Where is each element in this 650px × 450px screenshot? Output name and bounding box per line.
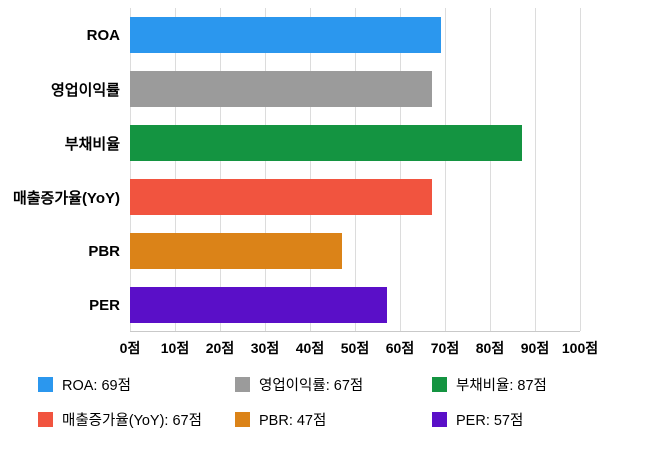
bar-track <box>130 125 580 161</box>
bar-track <box>130 287 580 323</box>
bar-row: PBR <box>0 224 650 278</box>
legend-label: 부채비율: 87점 <box>456 378 547 394</box>
x-tick-label: 80점 <box>475 340 505 356</box>
gridline <box>580 8 581 331</box>
legend-swatch <box>432 377 447 392</box>
gridline <box>355 8 356 331</box>
category-label: PBR <box>88 242 120 260</box>
legend-label: PBR: 47점 <box>259 413 327 429</box>
bar-track <box>130 233 580 269</box>
category-label: 매출증가율(YoY) <box>12 189 120 207</box>
legend-item: PER: 57점 <box>432 409 629 430</box>
gridline <box>130 8 131 331</box>
bar-매출증가율(YoY) <box>130 179 432 215</box>
legend-item: 매출증가율(YoY): 67점 <box>38 409 235 430</box>
bar-track <box>130 179 580 215</box>
legend-item: 영업이익률: 67점 <box>235 374 432 395</box>
bar-track <box>130 17 580 53</box>
gridlines <box>130 8 581 332</box>
legend-swatch <box>38 412 53 427</box>
legend-item: PBR: 47점 <box>235 409 432 430</box>
gridline <box>220 8 221 331</box>
bar-row: ROA <box>0 8 650 62</box>
gridline <box>310 8 311 331</box>
x-axis: 0점 10점 20점 30점 40점 50점 60점 70점 80점 90점 100점 <box>120 332 598 358</box>
bar-row: 매출증가율(YoY) <box>0 170 650 224</box>
legend-label: 매출증가율(YoY): 67점 <box>62 413 202 429</box>
legend-item: 부채비율: 87점 <box>432 374 629 395</box>
gridline <box>490 8 491 331</box>
legend-label: 영업이익률: 67점 <box>259 378 364 394</box>
gridline <box>400 8 401 331</box>
gridline <box>535 8 536 331</box>
bar-부채비율 <box>130 125 522 161</box>
gridline <box>175 8 176 331</box>
bar-row: 영업이익률 <box>0 62 650 116</box>
x-tick-label: 30점 <box>250 340 280 356</box>
x-tick-label: 60점 <box>385 340 415 356</box>
x-tick-label: 20점 <box>205 340 235 356</box>
x-tick-label: 50점 <box>340 340 370 356</box>
bar-row: PER <box>0 278 650 332</box>
bar-ROA <box>130 17 441 53</box>
category-label: PER <box>89 296 120 314</box>
x-tick-label: 100점 <box>561 340 599 356</box>
bar-영업이익률 <box>130 71 432 107</box>
x-tick-label: 10점 <box>160 340 190 356</box>
bar-track <box>130 71 580 107</box>
bar-PBR <box>130 233 342 269</box>
legend-swatch <box>235 412 250 427</box>
category-label: 부채비율 <box>64 135 120 153</box>
legend-label: ROA: 69점 <box>62 378 131 394</box>
x-tick-label: 90점 <box>520 340 550 356</box>
bar-PER <box>130 287 387 323</box>
legend-swatch <box>432 412 447 427</box>
bar-row: 부채비율 <box>0 116 650 170</box>
legend-swatch <box>38 377 53 392</box>
x-tick-label: 70점 <box>430 340 460 356</box>
gridline <box>445 8 446 331</box>
x-tick-label: 40점 <box>295 340 325 356</box>
x-tick-label: 0점 <box>119 340 141 356</box>
gridline <box>265 8 266 331</box>
legend-item: ROA: 69점 <box>38 374 235 395</box>
legend-swatch <box>235 377 250 392</box>
category-label: 영업이익률 <box>50 81 120 99</box>
category-label: ROA <box>86 26 120 44</box>
legend-label: PER: 57점 <box>456 413 524 429</box>
